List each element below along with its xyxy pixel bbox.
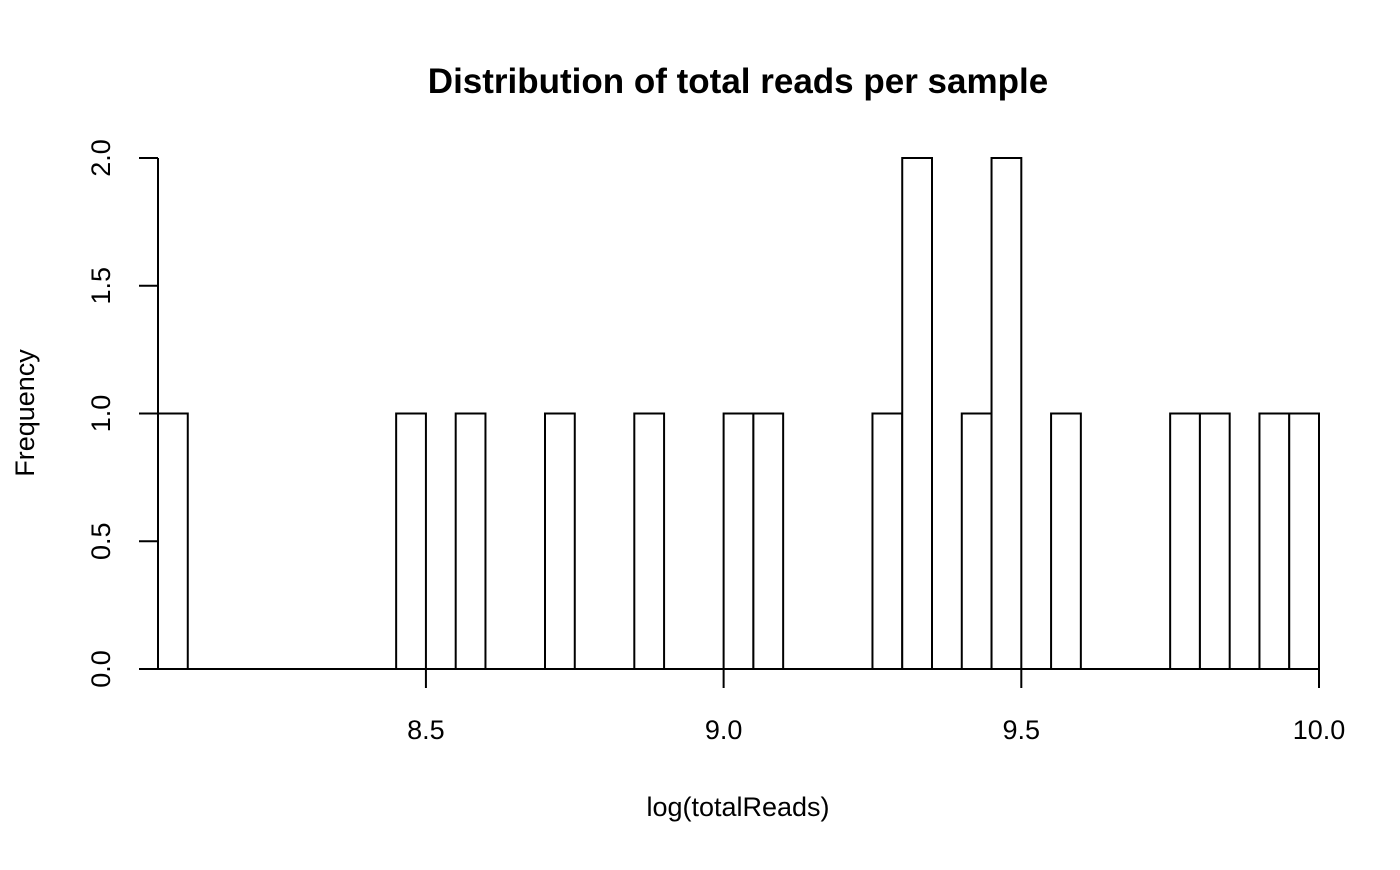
y-tick-label-0: 0.0	[86, 650, 116, 688]
y-tick-label-1: 0.5	[86, 522, 116, 560]
histogram-bar-2	[454, 412, 487, 670]
y-axis-label: Frequency	[10, 349, 40, 477]
histogram-bar-10	[990, 157, 1023, 670]
x-tick-label-1: 9.0	[705, 715, 743, 745]
histogram-bar-4	[633, 412, 666, 670]
y-tick-label-2: 1.0	[86, 395, 116, 433]
x-axis-label: log(totalReads)	[646, 792, 829, 822]
histogram-bar-13	[1198, 412, 1231, 670]
histogram-bar-14	[1258, 412, 1291, 670]
x-tick-label-0: 8.5	[407, 715, 445, 745]
histogram-bar-12	[1169, 412, 1201, 670]
histogram-bar-0	[157, 412, 189, 670]
histogram-bar-8	[901, 157, 934, 670]
histogram-bar-7	[871, 412, 904, 670]
chart-title: Distribution of total reads per sample	[428, 62, 1048, 101]
histogram-bar-11	[1050, 412, 1082, 670]
histogram-bar-3	[544, 412, 576, 670]
histogram-bar-9	[960, 412, 993, 670]
x-axis-ticks: 8.5 9.0 9.5 10.0	[407, 669, 1345, 745]
histogram-bar-1	[395, 412, 427, 670]
x-tick-label-3: 10.0	[1293, 715, 1346, 745]
y-tick-label-3: 1.5	[86, 267, 116, 305]
y-tick-label-4: 2.0	[86, 139, 116, 177]
histogram-bar-6	[752, 412, 785, 670]
x-tick-label-2: 9.5	[1003, 715, 1041, 745]
histogram-bar-15	[1288, 412, 1320, 670]
histogram-bar-5	[722, 412, 755, 670]
y-axis-ticks: 0.0 0.5 1.0 1.5 2.0	[86, 139, 158, 688]
histogram-bars	[157, 157, 1320, 670]
